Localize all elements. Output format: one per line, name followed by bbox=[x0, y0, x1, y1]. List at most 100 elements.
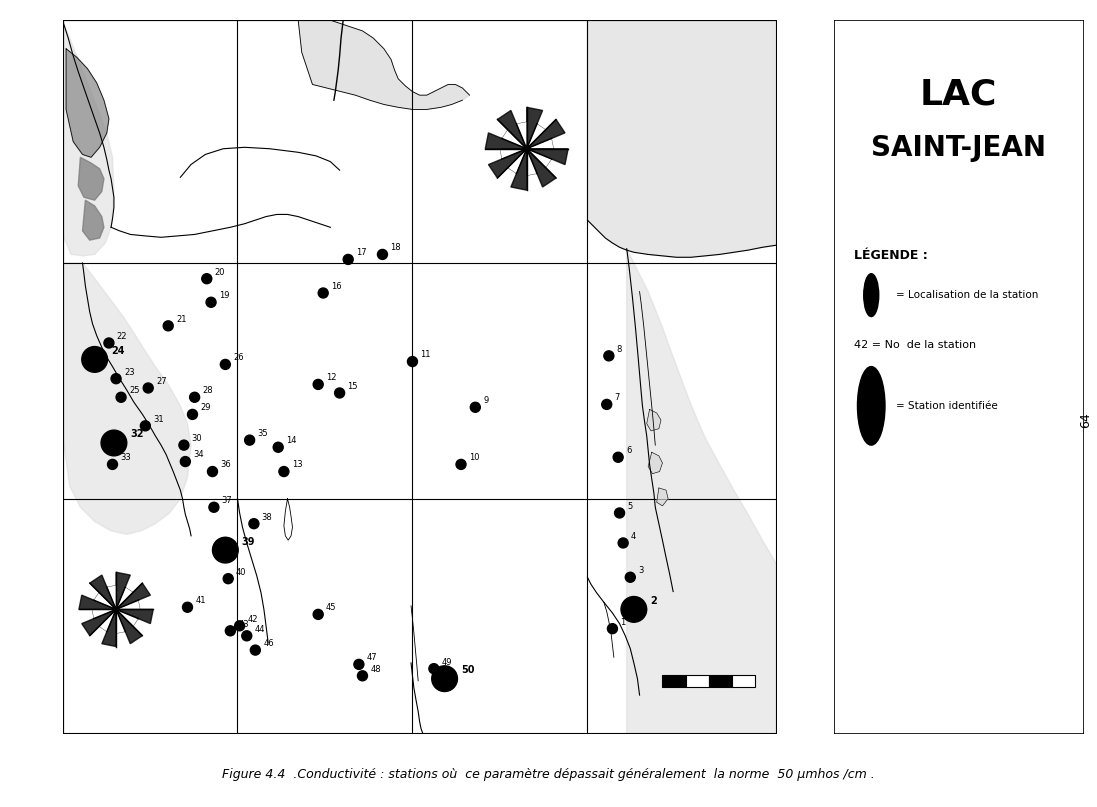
Polygon shape bbox=[116, 572, 131, 609]
Circle shape bbox=[523, 145, 530, 152]
Circle shape bbox=[245, 435, 255, 445]
Bar bbox=[709, 675, 732, 687]
Polygon shape bbox=[102, 609, 116, 646]
Text: 48: 48 bbox=[371, 665, 381, 674]
Circle shape bbox=[318, 288, 328, 298]
Circle shape bbox=[273, 442, 283, 452]
Polygon shape bbox=[587, 20, 777, 257]
Text: SAINT-JEAN: SAINT-JEAN bbox=[871, 135, 1047, 162]
Polygon shape bbox=[116, 600, 140, 609]
Polygon shape bbox=[99, 609, 116, 632]
Text: 22: 22 bbox=[116, 332, 127, 341]
Text: 4: 4 bbox=[631, 532, 636, 541]
Text: 18: 18 bbox=[391, 243, 400, 253]
Text: 35: 35 bbox=[258, 429, 268, 438]
Polygon shape bbox=[79, 596, 116, 609]
Text: 3: 3 bbox=[638, 566, 644, 575]
Polygon shape bbox=[78, 157, 104, 200]
Circle shape bbox=[208, 502, 219, 512]
Circle shape bbox=[618, 538, 629, 548]
Circle shape bbox=[225, 625, 236, 636]
Polygon shape bbox=[527, 148, 552, 168]
Circle shape bbox=[432, 666, 457, 692]
Polygon shape bbox=[116, 587, 133, 609]
Polygon shape bbox=[82, 609, 116, 636]
Text: 41: 41 bbox=[195, 596, 206, 605]
Text: 2: 2 bbox=[651, 596, 657, 606]
Polygon shape bbox=[66, 48, 109, 157]
Circle shape bbox=[116, 392, 126, 402]
Circle shape bbox=[613, 452, 623, 462]
Text: 29: 29 bbox=[201, 404, 211, 412]
Text: = Station identifiée: = Station identifiée bbox=[896, 401, 998, 411]
Text: 16: 16 bbox=[331, 282, 341, 291]
Polygon shape bbox=[527, 148, 568, 165]
Circle shape bbox=[608, 624, 618, 633]
Circle shape bbox=[182, 602, 192, 613]
Polygon shape bbox=[298, 20, 470, 110]
Text: 23: 23 bbox=[124, 367, 135, 377]
Circle shape bbox=[614, 508, 624, 518]
Text: LÉGENDE :: LÉGENDE : bbox=[853, 249, 927, 261]
Text: 45: 45 bbox=[326, 604, 337, 613]
Text: 32: 32 bbox=[131, 429, 144, 439]
Text: LAC: LAC bbox=[920, 77, 997, 111]
Circle shape bbox=[625, 572, 635, 582]
Text: 6: 6 bbox=[626, 446, 632, 455]
Text: 8: 8 bbox=[617, 345, 622, 353]
Circle shape bbox=[207, 466, 217, 477]
Text: 37: 37 bbox=[222, 496, 233, 505]
Circle shape bbox=[235, 621, 245, 631]
Text: 64: 64 bbox=[1079, 412, 1093, 428]
Polygon shape bbox=[497, 111, 527, 148]
Circle shape bbox=[180, 457, 191, 466]
Circle shape bbox=[188, 409, 197, 420]
Polygon shape bbox=[527, 148, 556, 187]
Text: 50: 50 bbox=[461, 665, 475, 675]
Circle shape bbox=[179, 440, 189, 450]
Circle shape bbox=[206, 297, 216, 307]
Polygon shape bbox=[90, 575, 116, 609]
Circle shape bbox=[354, 659, 364, 669]
Text: 43: 43 bbox=[238, 620, 249, 629]
Polygon shape bbox=[657, 488, 668, 506]
Text: 5: 5 bbox=[627, 502, 633, 511]
Circle shape bbox=[82, 346, 108, 372]
Polygon shape bbox=[501, 130, 527, 148]
Polygon shape bbox=[527, 123, 546, 148]
Polygon shape bbox=[648, 452, 663, 474]
Text: 33: 33 bbox=[121, 454, 132, 462]
Text: 38: 38 bbox=[262, 512, 272, 521]
Circle shape bbox=[313, 609, 324, 620]
Circle shape bbox=[621, 596, 647, 622]
Polygon shape bbox=[116, 609, 138, 626]
Text: 46: 46 bbox=[263, 639, 274, 648]
Polygon shape bbox=[116, 609, 143, 644]
Circle shape bbox=[377, 249, 387, 259]
Text: 1: 1 bbox=[620, 617, 625, 626]
Circle shape bbox=[279, 466, 289, 477]
Text: 39: 39 bbox=[241, 537, 256, 546]
Polygon shape bbox=[485, 133, 527, 148]
Text: 19: 19 bbox=[219, 291, 229, 300]
Polygon shape bbox=[106, 585, 116, 609]
Polygon shape bbox=[82, 200, 104, 240]
Text: 27: 27 bbox=[156, 377, 167, 386]
Text: 7: 7 bbox=[614, 393, 620, 402]
Circle shape bbox=[335, 388, 344, 398]
Text: 12: 12 bbox=[326, 374, 337, 383]
Polygon shape bbox=[63, 20, 114, 256]
Polygon shape bbox=[92, 609, 116, 619]
Circle shape bbox=[104, 338, 114, 348]
Circle shape bbox=[313, 379, 324, 390]
Circle shape bbox=[407, 357, 418, 366]
Circle shape bbox=[163, 321, 173, 331]
Circle shape bbox=[223, 574, 234, 583]
Circle shape bbox=[471, 402, 480, 412]
Circle shape bbox=[429, 663, 439, 674]
Text: 28: 28 bbox=[203, 386, 213, 395]
Circle shape bbox=[220, 359, 230, 370]
Text: 11: 11 bbox=[420, 350, 431, 359]
Circle shape bbox=[249, 519, 259, 529]
Polygon shape bbox=[116, 609, 154, 624]
